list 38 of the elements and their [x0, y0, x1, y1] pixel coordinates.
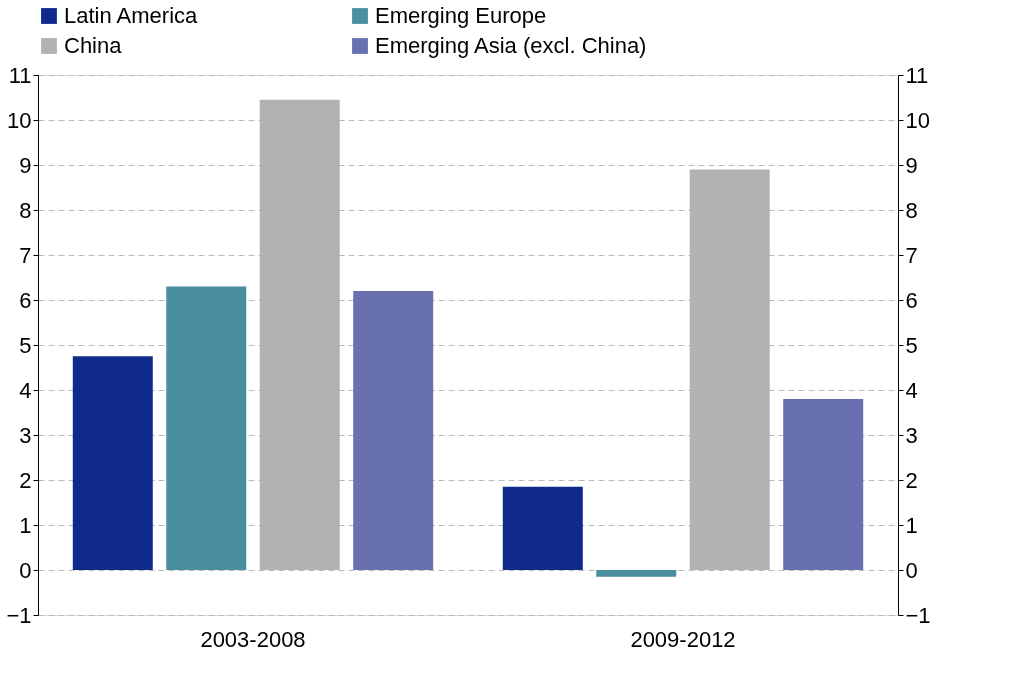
y-tick-label: 3: [19, 422, 32, 448]
x-tick-label: 2009-2012: [630, 626, 736, 652]
y2-tick-label: 2: [905, 467, 918, 493]
y-tick-label: 0: [19, 557, 32, 583]
bar: [596, 570, 677, 577]
y2-tick-label: 9: [905, 152, 918, 178]
y-tick-label: 7: [19, 242, 32, 268]
y2-tick-label: 11: [905, 62, 929, 88]
legend-label: Latin America: [64, 3, 199, 28]
y2-tick-label: 10: [905, 107, 930, 133]
y2-tick-label: 3: [905, 422, 918, 448]
y-tick-label: 2: [19, 467, 32, 493]
bar: [783, 399, 864, 570]
bar: [502, 486, 583, 570]
bar: [353, 291, 434, 570]
y2-tick-label: 5: [905, 332, 918, 358]
y-tick-label: 4: [19, 377, 32, 403]
y2-tick-label: 6: [905, 287, 918, 313]
y-tick-label: 9: [19, 152, 32, 178]
y2-tick-label: 7: [905, 242, 918, 268]
y-tick-label: 10: [7, 107, 32, 133]
bar: [72, 356, 153, 570]
y2-tick-label: 4: [905, 377, 918, 403]
legend-label: Emerging Europe: [375, 3, 547, 28]
y2-tick-label: 8: [905, 197, 918, 223]
x-tick-label: 2003-2008: [200, 626, 306, 652]
y2-tick-label: −1: [905, 602, 931, 628]
y-tick-label: −1: [6, 602, 32, 628]
y-tick-label: 5: [19, 332, 32, 358]
bar: [166, 286, 247, 570]
y2-tick-label: 0: [905, 557, 918, 583]
y-tick-label: 8: [19, 197, 32, 223]
y-tick-label: 6: [19, 287, 32, 313]
y-tick-label: 11: [8, 62, 32, 88]
legend-label: Emerging Asia (excl. China): [375, 33, 647, 58]
y2-tick-label: 1: [905, 512, 918, 538]
legend-label: China: [64, 33, 123, 58]
y-tick-label: 1: [19, 512, 32, 538]
